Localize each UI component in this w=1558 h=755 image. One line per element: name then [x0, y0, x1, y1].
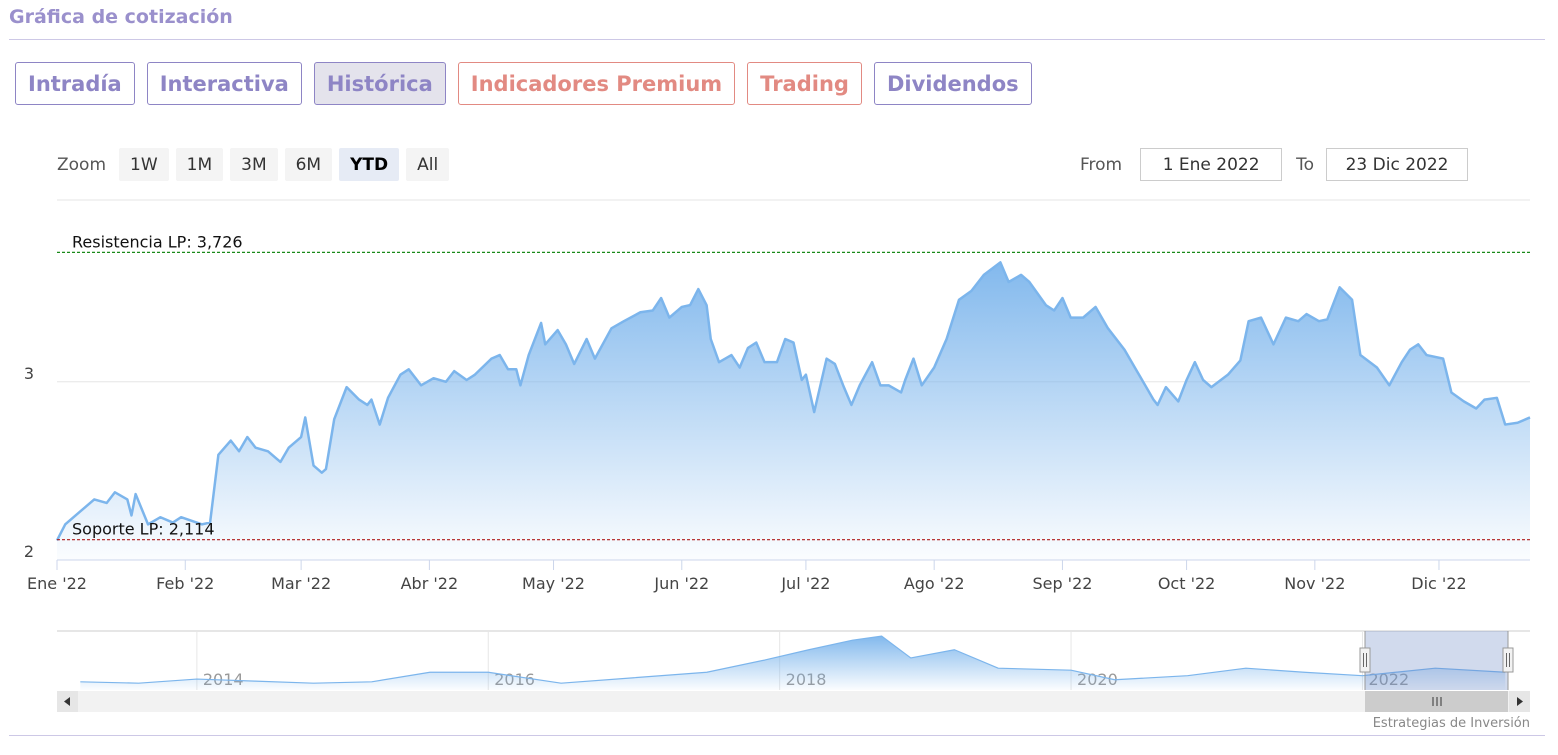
tab[interactable]: Intradía	[15, 62, 135, 105]
navigator-handle[interactable]	[1502, 647, 1514, 673]
to-label: To	[1296, 154, 1315, 175]
tab[interactable]: Trading	[747, 62, 862, 105]
tab-bar: Intradía Interactiva Histórica Indicadores …	[15, 62, 1032, 105]
to-input[interactable]: 23 Dic 2022	[1326, 148, 1469, 181]
x-tick-label: Jul '22	[780, 574, 830, 593]
x-tick-label: Oct '22	[1158, 574, 1216, 593]
divider	[9, 735, 1545, 736]
zoom-label: Zoom	[57, 154, 107, 175]
y-tick-label: 2	[24, 542, 34, 561]
page-title: Gráfica de cotización	[9, 6, 233, 28]
navigator-fill	[80, 636, 1506, 690]
zoom-button[interactable]: 3M	[230, 148, 278, 181]
price-fill	[57, 262, 1530, 560]
arrow-right	[1517, 697, 1523, 706]
divider	[9, 39, 1545, 40]
price-line	[55, 261, 1531, 541]
annotation-label: Soporte LP: 2,114	[72, 520, 215, 539]
zoom-button[interactable]: All	[406, 148, 450, 181]
y-tick-label: 3	[24, 364, 34, 383]
x-tick-label: Ago '22	[904, 574, 965, 593]
zoom-button[interactable]: 6M	[284, 148, 333, 181]
x-tick-label: Jun '22	[653, 574, 709, 593]
credits: Estrategias de Inversión	[1373, 716, 1530, 731]
from-label: From	[1080, 154, 1123, 175]
scrollbar-track	[57, 691, 1530, 712]
x-tick-label: Abr '22	[401, 574, 459, 593]
zoom-button[interactable]: 1M	[175, 148, 224, 181]
tab[interactable]: Interactiva	[146, 62, 302, 105]
tab[interactable]: Indicadores Premium	[457, 62, 736, 105]
x-tick-label: Nov '22	[1284, 574, 1345, 593]
tab[interactable]: Dividendos	[873, 62, 1032, 105]
x-tick-label: Ene '22	[27, 574, 87, 593]
arrow-left	[64, 697, 70, 706]
x-tick-label: Sep '22	[1032, 574, 1092, 593]
x-tick-label: Mar '22	[271, 574, 331, 593]
x-tick-label: Dic '22	[1411, 574, 1466, 593]
navigator-mask	[1365, 631, 1508, 690]
navigator-handle[interactable]	[1359, 647, 1371, 673]
zoom-selector: Zoom 1W 1M 3M 6M YTD All	[57, 148, 450, 181]
date-range: From 1 Ene 2022 To 23 Dic 2022	[1080, 148, 1482, 181]
annotation-label: Resistencia LP: 3,726	[72, 232, 243, 251]
tab[interactable]: Histórica	[313, 62, 446, 105]
from-input[interactable]: 1 Ene 2022	[1140, 148, 1283, 181]
x-tick-label: Feb '22	[156, 574, 214, 593]
x-tick-label: May '22	[522, 574, 585, 593]
zoom-button[interactable]: 1W	[119, 148, 169, 181]
navigator-line	[80, 635, 1506, 684]
zoom-button[interactable]: YTD	[339, 148, 400, 181]
